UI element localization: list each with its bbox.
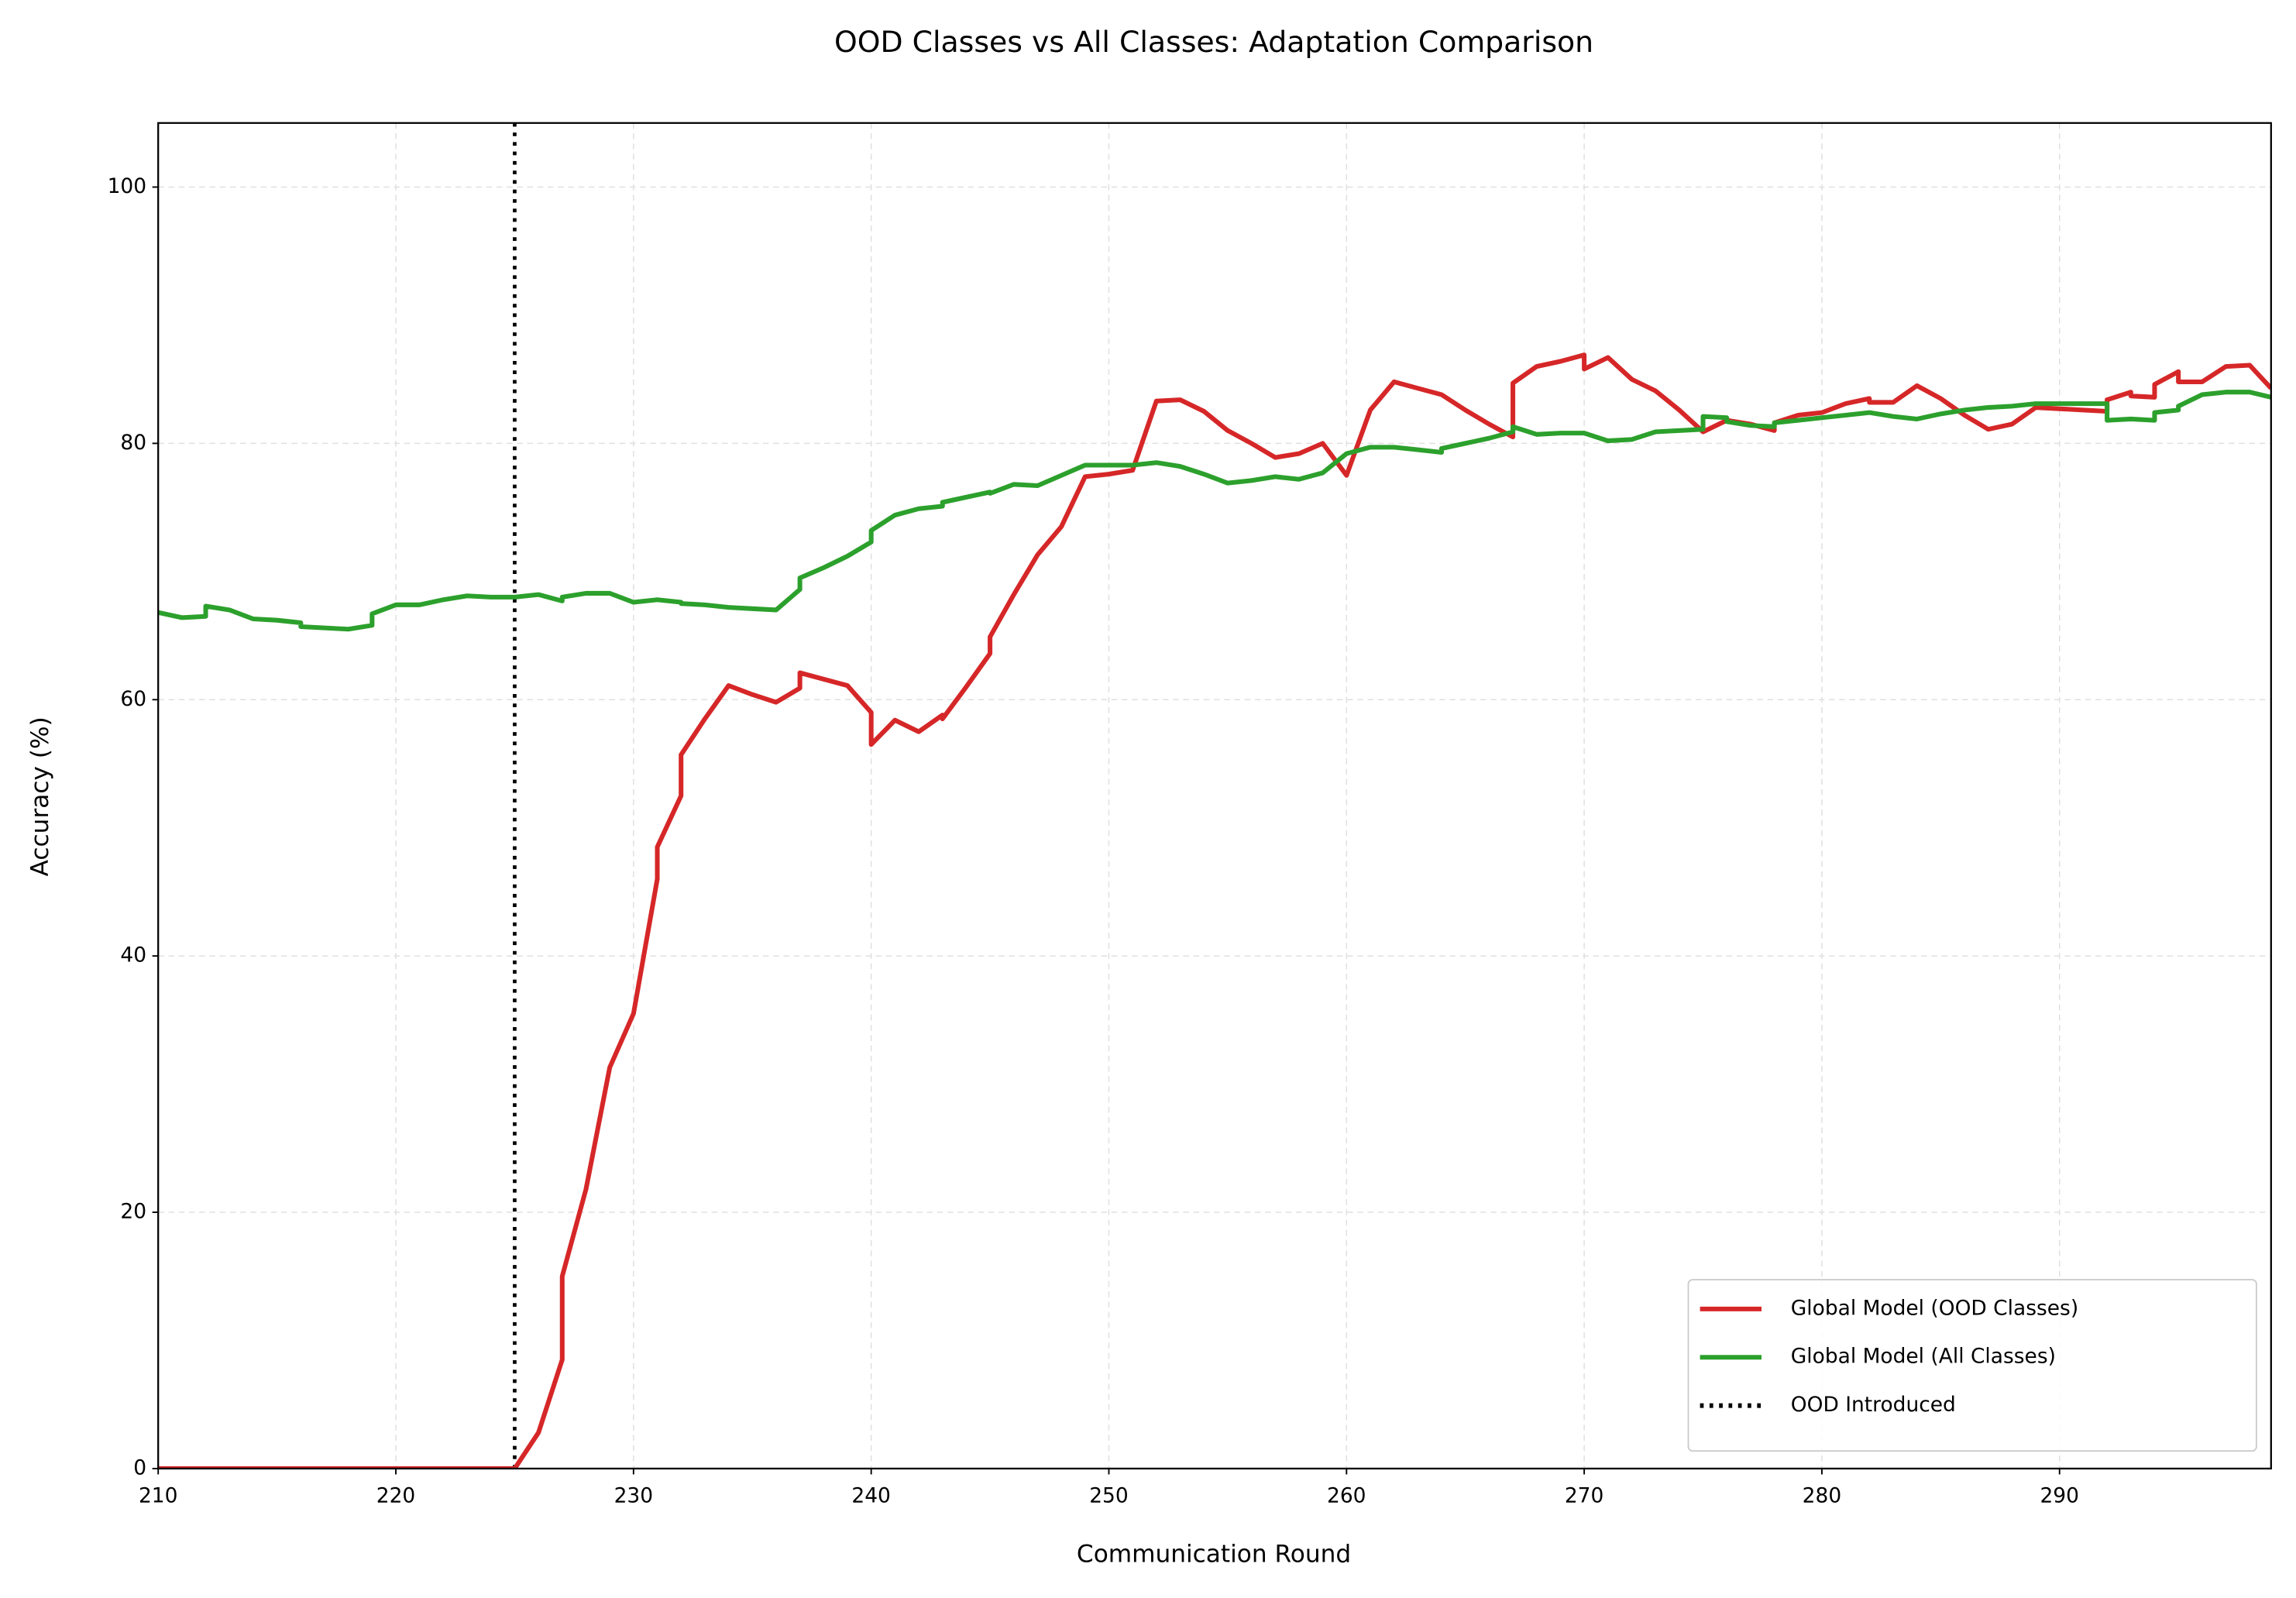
x-axis-label: Communication Round bbox=[1077, 1540, 1351, 1568]
data-line bbox=[158, 352, 2271, 1469]
x-tick-label: 270 bbox=[1565, 1483, 1604, 1507]
x-tick-label: 230 bbox=[614, 1483, 654, 1507]
y-tick-label: 100 bbox=[108, 174, 147, 198]
plot-frame bbox=[157, 122, 2272, 1470]
x-tick-label: 260 bbox=[1327, 1483, 1366, 1507]
y-tick-label: 60 bbox=[120, 687, 146, 711]
y-tick-label: 20 bbox=[120, 1200, 146, 1224]
data-line bbox=[158, 390, 2271, 632]
x-tick-label: 240 bbox=[851, 1483, 891, 1507]
y-tick-label: 0 bbox=[133, 1455, 146, 1479]
legend: Global Model (OOD Classes) Global Model (… bbox=[1687, 1279, 2257, 1452]
x-tick-label: 210 bbox=[139, 1483, 178, 1507]
legend-label: Global Model (All Classes) bbox=[1791, 1345, 2056, 1369]
x-tick-label: 290 bbox=[2040, 1483, 2079, 1507]
legend-label: Global Model (OOD Classes) bbox=[1791, 1296, 2078, 1320]
y-axis-label: Accuracy (%) bbox=[26, 717, 54, 876]
x-tick-label: 220 bbox=[376, 1483, 416, 1507]
y-tick-label: 40 bbox=[120, 943, 146, 967]
x-tick-label: 280 bbox=[1803, 1483, 1842, 1507]
x-tick-label: 250 bbox=[1089, 1483, 1129, 1507]
legend-label: OOD Introduced bbox=[1791, 1393, 1956, 1417]
legend-box bbox=[1687, 1279, 2257, 1452]
chart-title: OOD Classes vs All Classes: Adaptation C… bbox=[834, 25, 1593, 59]
y-tick-label: 80 bbox=[120, 431, 146, 455]
